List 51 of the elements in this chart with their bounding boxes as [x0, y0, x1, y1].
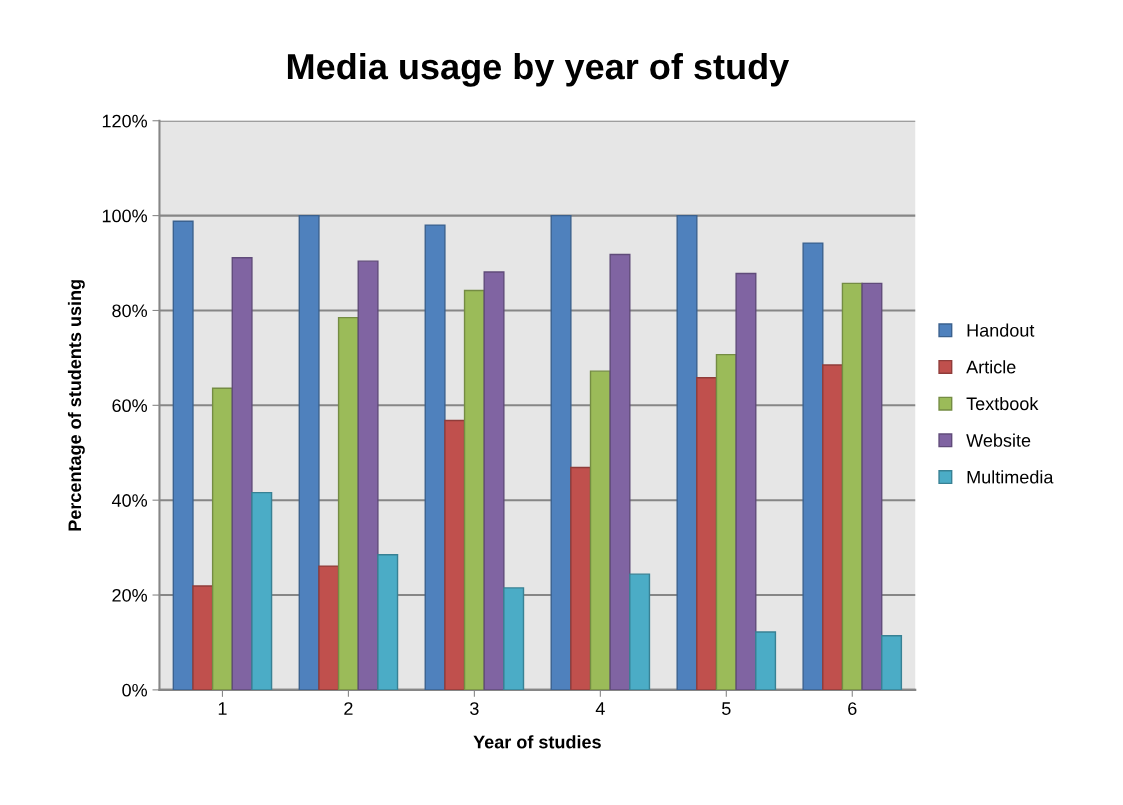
legend-label: Article — [966, 360, 1016, 374]
bar — [881, 635, 903, 690]
y-tick-label: 120% — [102, 114, 148, 128]
x-tick-label: 3 — [470, 702, 479, 715]
chart-title: Media usage by year of study — [287, 52, 790, 87]
bar — [377, 554, 399, 690]
x-tick-label: 2 — [344, 702, 353, 715]
x-tick-label: 4 — [595, 702, 605, 715]
bar — [629, 573, 651, 690]
legend-label: Textbook — [966, 396, 1039, 411]
y-tick-label: 100% — [102, 209, 148, 223]
bar — [609, 253, 631, 690]
y-axis-title: Percentage of students using — [67, 280, 85, 531]
bar — [841, 282, 863, 690]
bar — [696, 377, 718, 690]
x-tick-label: 1 — [218, 702, 227, 715]
legend-label: Handout — [967, 323, 1035, 337]
bar — [715, 353, 737, 690]
bar — [503, 587, 525, 690]
bar — [444, 419, 466, 690]
bar — [231, 257, 253, 690]
legend-label: Website — [966, 433, 1031, 447]
bar — [483, 271, 505, 690]
bar — [251, 491, 273, 690]
bar — [570, 466, 592, 690]
y-tick-label: 60% — [112, 399, 148, 413]
legend-label: Multimedia — [967, 470, 1054, 484]
y-tick-label: 0% — [122, 683, 148, 697]
x-axis-title: Year of studies — [473, 735, 601, 749]
bar — [735, 272, 757, 690]
bar — [676, 214, 698, 690]
bar — [318, 565, 340, 690]
bar — [802, 242, 824, 690]
bar — [589, 370, 611, 690]
bar — [172, 220, 194, 690]
y-tick-label: 40% — [111, 494, 148, 507]
bar — [424, 224, 446, 690]
bar — [192, 585, 214, 690]
y-tick-label: 20% — [112, 588, 148, 602]
x-tick-label: 6 — [848, 702, 857, 715]
x-tick-label: 5 — [722, 702, 731, 715]
bar — [463, 289, 485, 690]
bar — [357, 260, 379, 690]
bar — [861, 282, 883, 690]
bar — [550, 214, 572, 690]
bar — [298, 214, 320, 690]
bar — [822, 364, 844, 690]
y-tick-label: 80% — [112, 304, 148, 318]
bar — [211, 387, 233, 690]
bar — [337, 316, 359, 690]
bar — [755, 631, 777, 690]
